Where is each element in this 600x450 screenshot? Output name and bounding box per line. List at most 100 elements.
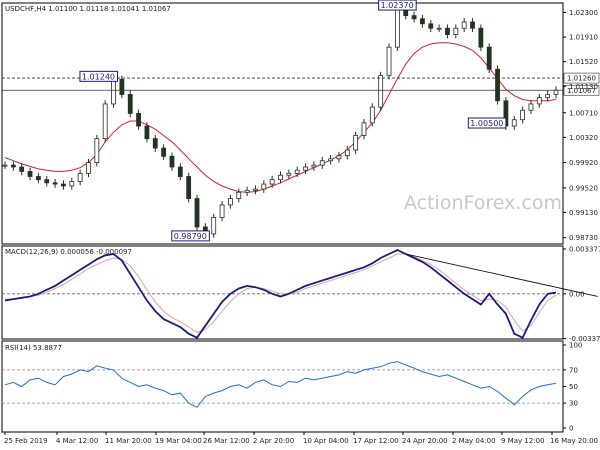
price-candle-body [445,27,450,35]
price-hline-label-box [563,72,600,84]
annotation-label-1: 0.98790 [174,232,207,241]
watermark: ActionForex.com [404,192,562,214]
price-y-tick-label-4: 1.00710 [569,109,598,117]
price-candle-body [545,94,551,99]
price-annotations: 1.01240 0.98790 1.02370 1.00500 [79,0,507,242]
x-tick-label-7: 17 Apr 12:00 [353,437,399,445]
price-candle-body [77,172,83,182]
price-candle-body [511,119,517,127]
price-candle-body [161,147,167,157]
price-y-tick-label-5: 1.00320 [569,134,598,142]
price-candle-body [328,158,333,162]
price-y-tick-label-2: 1.01520 [569,58,598,66]
x-tick-label-10: 9 May 12:00 [501,437,545,445]
price-candle-body [294,169,300,174]
price-candle-body [186,176,192,199]
price-candle-body [253,188,258,191]
price-candle-body [478,27,484,48]
x-tick-label-1: 4 Mar 12:00 [56,437,98,445]
price-candle-body [169,155,175,168]
x-tick-label-9: 2 May 04:00 [452,437,496,445]
rsi-header: RSI(14) 53.8877 [5,344,62,352]
x-tick-label-8: 24 Apr 20:00 [402,437,448,445]
price-candle-body [177,166,183,177]
annotation-label-0: 1.01240 [82,72,115,81]
price-candle-body [69,181,75,187]
price-candle-body [311,164,317,168]
macd-header: MACD(12,26,9) 0.000056 -0.000097 [5,248,132,256]
price-candle-body [344,149,350,157]
price-candle-body [303,166,308,171]
price-hline-label-box [563,84,600,96]
price-candle-body [461,21,467,29]
annotation-label-2: 1.02370 [381,1,414,10]
macd-trend-line [405,253,598,297]
price-candle-body [411,15,417,20]
price-y-tick-label-9: 0.98730 [569,234,598,242]
macd-pane-border [1,245,564,340]
price-candle-body [386,46,392,76]
price-candle-body [269,179,275,185]
price-candle-body [278,174,283,181]
price-candle-body [436,27,442,30]
price-candle-body [428,23,434,29]
price-y-tick-label-7: 0.99520 [569,184,598,192]
price-candle-body [144,125,150,140]
annotation-box [79,70,119,82]
price-candle-body [44,179,50,184]
price-candle-body [319,160,325,166]
price-hline-label-0: 1.01260 [567,75,596,83]
price-candle-body [127,94,133,114]
price-candle-body [261,183,267,190]
annotation-box [378,0,417,11]
price-candle-body [119,78,125,95]
macd-y-tick-label-2: -0.003373 [569,335,600,343]
price-candle-body [35,176,41,181]
price-candle-body [10,164,16,168]
annotation-box [171,230,210,242]
chart-ohlc-header: USDCHF,H4 1.01100 1.01118 1.01041 1.0106… [5,5,171,13]
price-candle-body [111,78,116,105]
price-y-tick-label-1: 1.01910 [569,34,598,42]
price-candle-body [152,138,158,149]
price-candle-body [520,109,526,121]
x-axis: 25 Feb 2019 4 Mar 12:00 11 Mar 20:00 19 Mar… [4,432,598,445]
price-candle-body [394,7,400,48]
price-candle-body [219,204,225,218]
rsi-y-tick-label-3: 30 [569,400,578,408]
price-candle-body [536,97,542,105]
rsi-y-axis: 100 70 50 30 0 [563,342,582,433]
price-candle-body [194,198,200,228]
price-candle-body [244,189,250,193]
price-candle-body [453,27,459,35]
macd-signal-series [5,253,557,333]
price-y-tick-label-8: 0.99130 [569,209,598,217]
price-candle-body [102,103,108,140]
price-candle-body [94,138,100,164]
x-tick-label-5: 2 Apr 20:00 [253,437,294,445]
price-candle-body [495,68,500,102]
price-hlines: 1.01260 1.01067 [2,72,600,96]
rsi-pane-border [1,340,564,433]
price-hline-label-1: 1.01067 [567,87,596,95]
price-candle-body [136,113,141,127]
price-candle-body [420,18,425,25]
price-pane-border [1,2,564,245]
x-tick-label-6: 10 Apr 04:00 [303,437,349,445]
price-candle-body [52,182,58,185]
price-close-series [2,4,559,238]
annotation-box [467,117,507,129]
rsi-series [4,361,557,408]
x-tick-label-3: 19 Mar 04:00 [155,437,202,445]
rsi-y-tick-label-2: 50 [569,383,578,391]
price-y-axis: 1.02300 1.01910 1.01520 1.01130 1.00710 1.003… [563,9,598,242]
price-y-tick-label-6: 0.99920 [569,159,598,167]
macd-signal-line [5,253,557,333]
macd-line [4,249,557,339]
macd-trendline [405,253,598,297]
macd-y-axis: 0.003377 0.00 -0.003373 [563,245,600,343]
price-candle-body [61,183,66,187]
price-candle-body [236,191,242,199]
price-candle-body [336,155,342,160]
